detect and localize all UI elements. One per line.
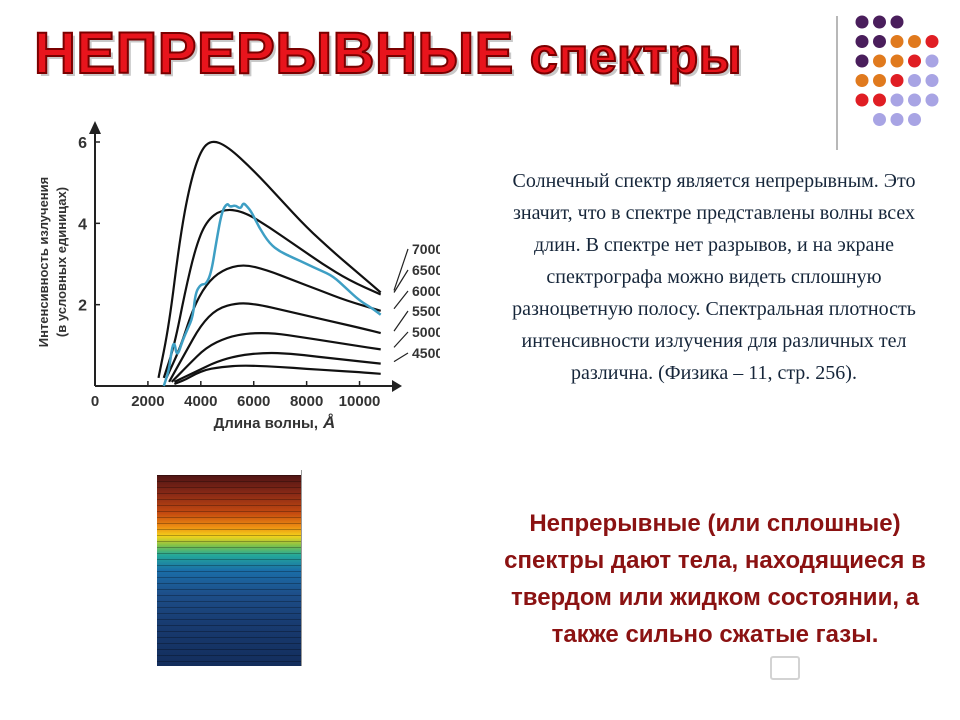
legend-leader-line [393, 290, 409, 310]
decor-dot [908, 35, 921, 48]
decor-dot [890, 35, 904, 48]
legend-label: 5500 K [412, 303, 440, 319]
solar-spectrum-photo [157, 475, 301, 666]
decor-dot [873, 74, 886, 87]
y-tick-label: 6 [78, 135, 87, 152]
spectrum-scale [301, 470, 320, 666]
decor-dot [873, 93, 886, 107]
x-axis-unit: Å [322, 413, 335, 432]
legend-leader-line [393, 269, 409, 293]
decor-dot [925, 74, 939, 87]
decor-dot [873, 15, 886, 29]
blackbody-curve [173, 351, 381, 383]
x-axis-label: Длина волны, [214, 415, 318, 432]
decorative-dot-grid [855, 15, 939, 126]
x-tick-label: 6000 [237, 393, 270, 410]
x-tick-label: 2000 [131, 393, 164, 410]
x-axis-arrow [392, 380, 402, 392]
decor-dot [908, 93, 921, 107]
title-word-2: спектры [529, 27, 743, 85]
legend-leader-line [393, 331, 409, 348]
legend-leader-line [393, 310, 409, 332]
decor-dot [908, 54, 921, 68]
decor-dot [873, 35, 886, 48]
y-axis-label: Интенсивность излучения [36, 177, 51, 348]
blackbody-curve [168, 302, 381, 383]
decor-dot [855, 93, 869, 107]
decor-dot [908, 113, 921, 126]
y-tick-label: 2 [78, 298, 87, 315]
decor-dot [890, 74, 904, 87]
decor-dot [890, 54, 904, 68]
sun-spectrum-curve [162, 202, 382, 387]
description-paragraph: Солнечный спектр является непрерывным. Э… [512, 170, 916, 384]
watermark-icon [770, 656, 800, 680]
decor-dot [890, 93, 904, 107]
decor-dot [855, 74, 869, 87]
blackbody-curve [173, 364, 381, 386]
blackbody-curve [157, 140, 382, 379]
decor-dot [890, 113, 904, 126]
y-axis-label-units: (в условных единицах) [54, 187, 69, 337]
decor-dot [873, 113, 886, 126]
highlight-paragraph: Непрерывные (или сплошные) спектры дают … [504, 510, 926, 648]
legend-leader-line [393, 352, 409, 363]
decor-dot [855, 35, 869, 48]
y-axis-arrow [89, 121, 101, 134]
x-tick-label: 8000 [290, 393, 323, 410]
decorative-divider [836, 16, 838, 150]
slide-title: НЕПРЕРЫВНЫЕ спектры [33, 20, 743, 87]
x-tick-label: 10000 [339, 393, 381, 410]
blackbody-spectrum-chart: 0 2000 4000 6000 8000 10000 2 4 6 Длина волны, Å Ин… [36, 121, 440, 432]
decor-dot [890, 15, 904, 29]
decor-dot [855, 54, 869, 68]
legend-label: 6500 K [412, 262, 440, 278]
y-tick-label: 4 [78, 216, 87, 233]
decor-dot [873, 54, 886, 68]
decor-dot [855, 15, 869, 29]
decor-dot [908, 74, 921, 87]
x-tick-label: 0 [91, 393, 99, 410]
blackbody-curve [170, 332, 381, 383]
title-word-1: НЕПРЕРЫВНЫЕ [33, 20, 514, 87]
x-tick-label: 4000 [184, 393, 217, 410]
decor-dot [925, 35, 939, 48]
decor-dot [925, 54, 939, 68]
legend-label: 7000 K [412, 241, 440, 257]
legend-label: 6000 K [412, 283, 440, 299]
legend-leader-line [393, 248, 409, 291]
legend-label: 4500 K [412, 345, 440, 361]
decor-dot [925, 93, 939, 107]
legend-label: 5000 K [412, 324, 440, 340]
